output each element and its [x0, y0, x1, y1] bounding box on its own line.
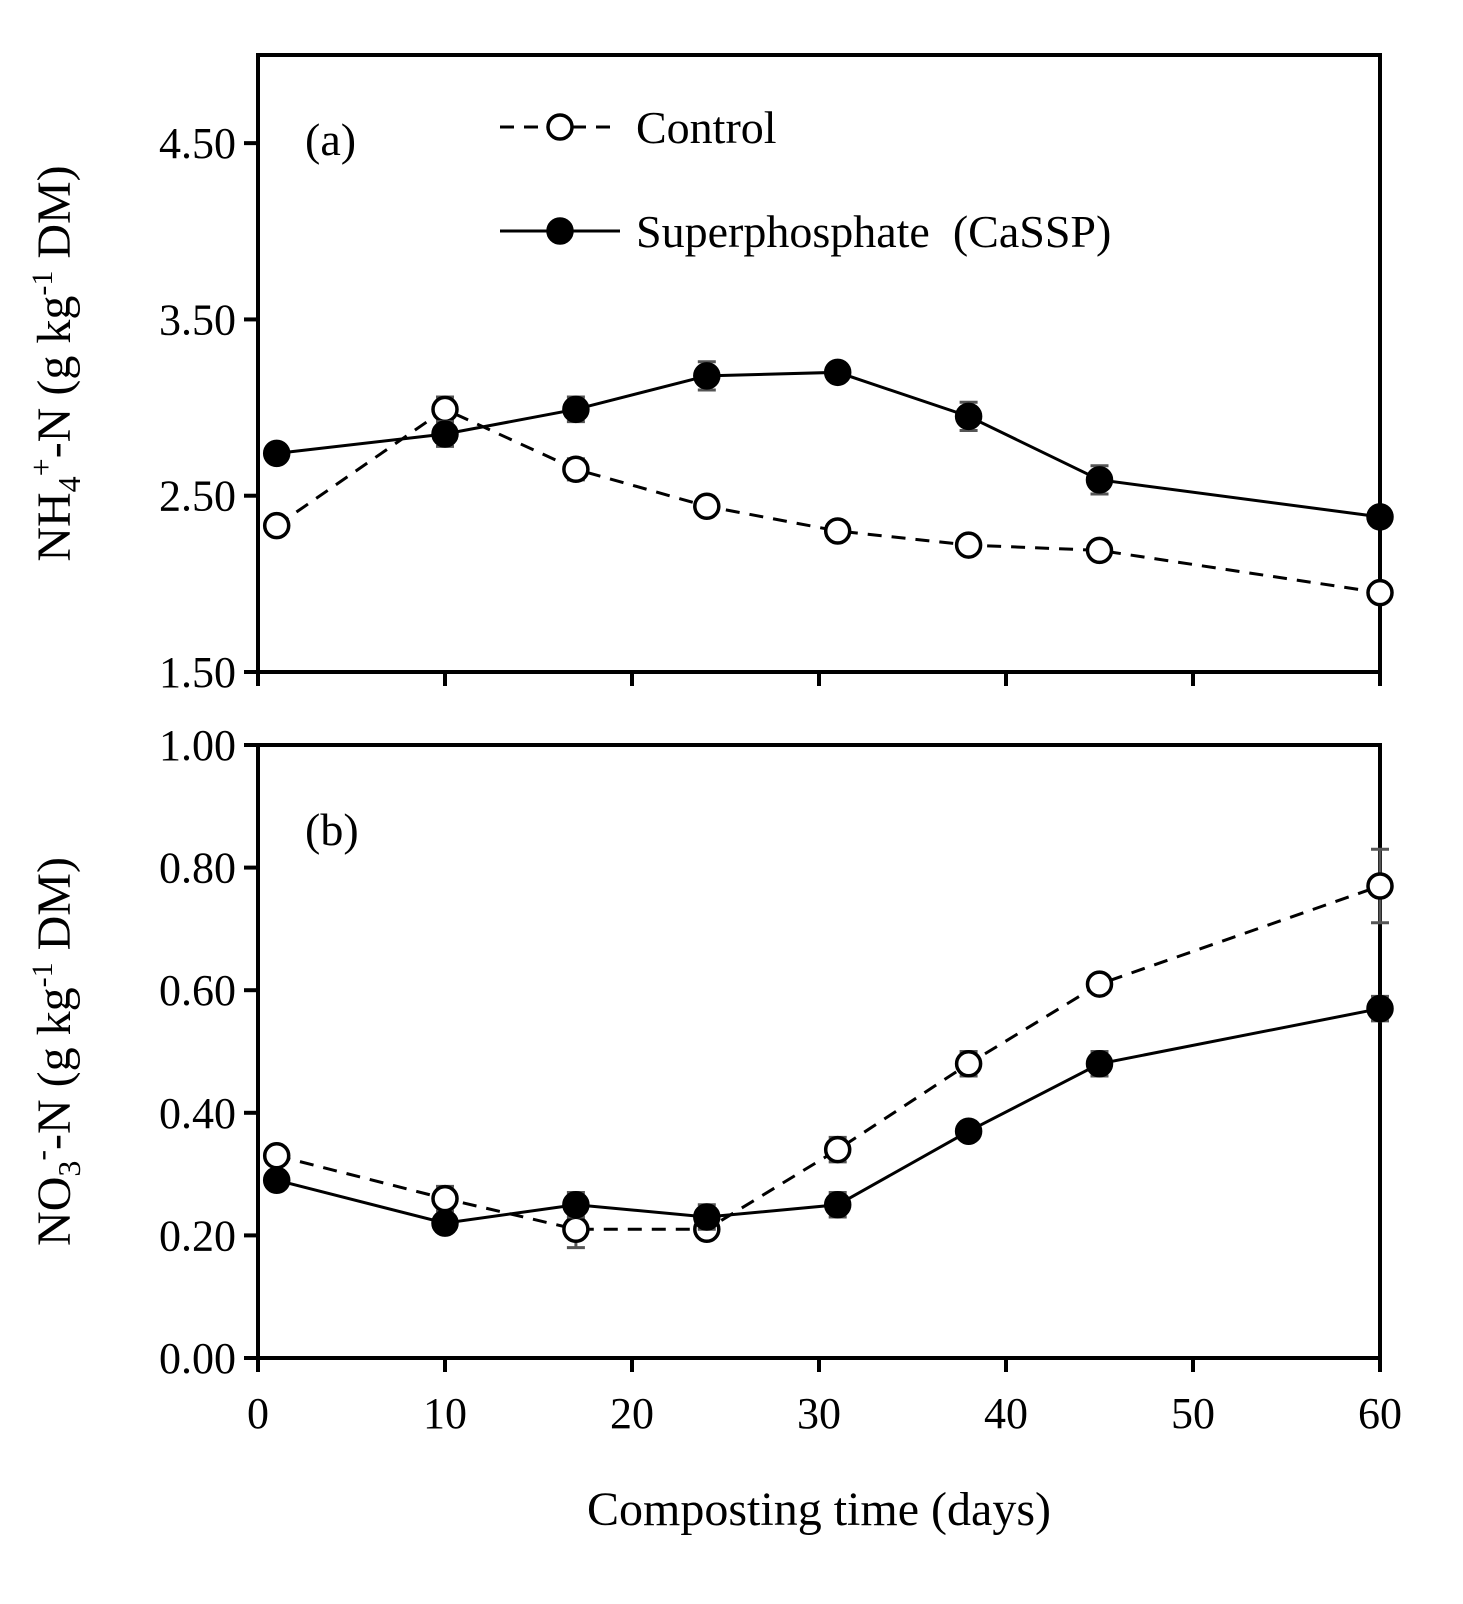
data-point — [954, 531, 983, 559]
y-axis-title-part: NO — [28, 1177, 81, 1246]
data-point — [823, 517, 852, 545]
panel-label: (b) — [305, 804, 359, 855]
x-tick-label: 20 — [610, 1389, 654, 1438]
series-superphosphate — [262, 994, 1394, 1237]
data-point — [693, 492, 721, 521]
x-axis-title: Composting time (days) — [587, 1483, 1051, 1536]
data-point — [431, 420, 459, 448]
panel-a: 1.50 2.50 3.50 4.50 (a) NH4+-N (g kg-1 DM) Con… — [23, 53, 1394, 697]
y-axis-title-part: NH — [28, 492, 81, 561]
y-tick-label: 1.50 — [159, 648, 236, 697]
data-point — [823, 358, 852, 387]
data-point — [1085, 536, 1114, 565]
legend-label: Control — [636, 102, 777, 153]
data-point — [262, 511, 291, 540]
x-tick-label: 60 — [1358, 1389, 1402, 1438]
y-axis-title-part: DM) — [28, 857, 81, 962]
y-axis-title-part: + — [23, 458, 59, 476]
data-point — [954, 402, 983, 431]
y-tick-label: 0.20 — [159, 1211, 236, 1260]
y-tick-label: 0.00 — [159, 1334, 236, 1383]
legend-marker — [546, 217, 574, 245]
x-tick-label: 0 — [247, 1389, 269, 1438]
data-point — [823, 1135, 852, 1164]
x-tick-label: 30 — [797, 1389, 841, 1438]
series-line — [276, 370, 1381, 519]
data-point — [1085, 1050, 1114, 1078]
data-point — [431, 1184, 459, 1213]
panel-b: 0.00 0.20 0.40 0.60 0.80 1.00 0 10 20 30 40 50 60 (b)… — [23, 721, 1402, 1536]
x-tick-label: 10 — [423, 1389, 467, 1438]
legend: Control Superphosphate (CaSSP) — [500, 102, 1111, 257]
data-point — [562, 455, 590, 484]
data-point — [431, 1209, 459, 1237]
series-line — [275, 407, 1381, 595]
y-axis-title: NH4+-N (g kg-1 DM) — [23, 165, 87, 561]
data-point — [823, 1191, 852, 1219]
series-superphosphate — [262, 358, 1394, 531]
data-point — [954, 1050, 983, 1078]
series-control — [262, 395, 1394, 607]
data-point — [262, 1141, 291, 1170]
legend-label: Superphosphate (CaSSP) — [636, 206, 1111, 257]
y-tick-label: 0.40 — [159, 1089, 236, 1138]
data-point — [262, 439, 291, 468]
x-tick-label: 50 — [1171, 1389, 1215, 1438]
plot-frame — [256, 743, 1382, 1360]
panel-label: (a) — [305, 114, 356, 165]
y-tick-label: 3.50 — [159, 295, 236, 344]
y-axis-title-part: 3 — [51, 1161, 87, 1177]
y-axis-title-part: 4 — [51, 476, 87, 492]
data-point — [1366, 872, 1394, 900]
y-axis-title: NO3--N (g kg-1 DM) — [23, 857, 87, 1246]
data-point — [431, 395, 459, 424]
y-tick-label: 0.80 — [159, 844, 236, 893]
y-axis-title-part: -N (g kg — [28, 987, 81, 1150]
series-line — [276, 1007, 1381, 1225]
data-point — [562, 1215, 590, 1244]
series-control — [262, 847, 1394, 1250]
data-point — [693, 362, 721, 390]
y-axis-title-part: - — [23, 1150, 59, 1161]
y-tick-label: 1.00 — [159, 721, 236, 770]
data-point — [1366, 503, 1394, 531]
data-point — [693, 1203, 721, 1231]
data-point — [954, 1117, 983, 1145]
series-line — [276, 884, 1381, 1231]
y-axis-title-part: -1 — [26, 271, 59, 296]
y-tick-label: 0.60 — [159, 966, 236, 1015]
y-axis-title-part: -N (g kg — [28, 296, 81, 459]
data-point — [1085, 970, 1114, 998]
y-tick-label: 2.50 — [159, 472, 236, 521]
plot-frame — [256, 53, 1382, 674]
y-axis-title-part: -1 — [26, 962, 59, 987]
y-axis-title-part: DM) — [28, 165, 81, 270]
legend-marker — [546, 113, 574, 141]
x-tick-label: 40 — [984, 1389, 1028, 1438]
data-point — [1366, 994, 1394, 1023]
data-point — [562, 1191, 590, 1219]
y-tick-label: 4.50 — [159, 119, 236, 168]
data-point — [1366, 578, 1394, 607]
data-point — [262, 1166, 291, 1194]
data-point — [562, 395, 590, 424]
data-point — [1085, 466, 1114, 494]
